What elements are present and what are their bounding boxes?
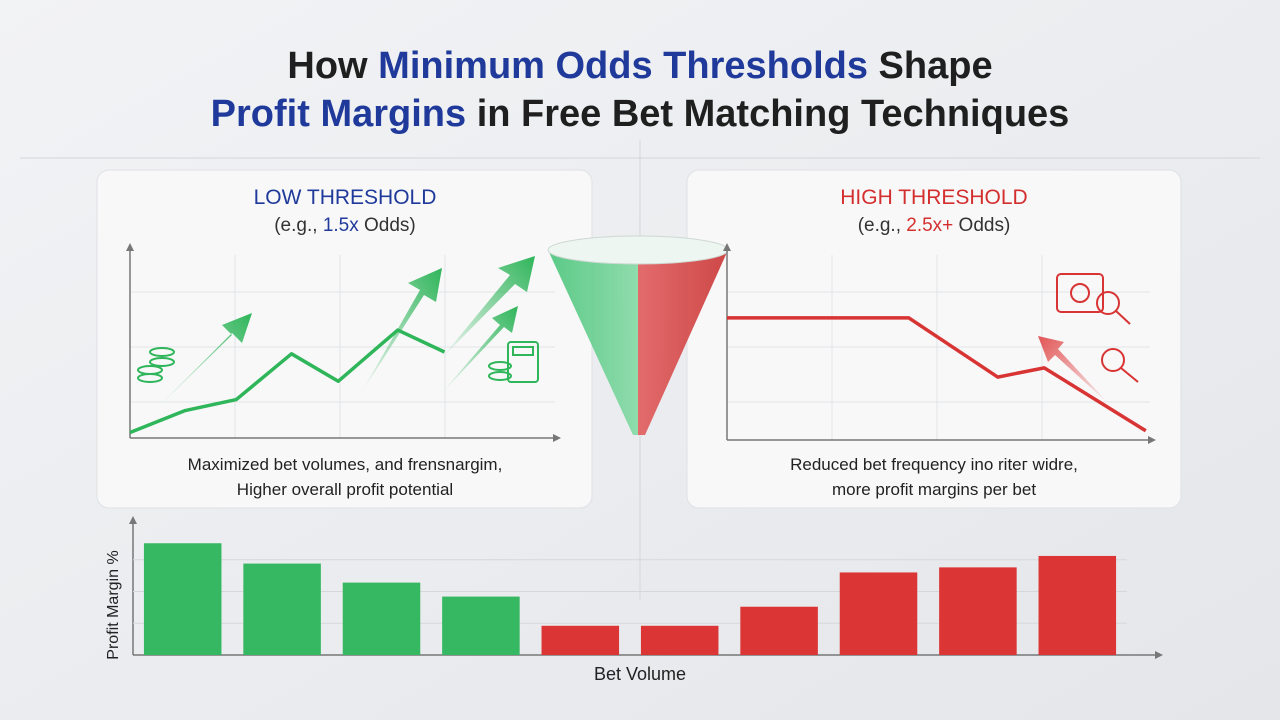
title-line-part: Minimum Odds Thresholds	[378, 45, 868, 87]
bar	[740, 606, 818, 655]
title-line-part: in Free Bet Matching Techniques	[466, 93, 1069, 135]
bar	[939, 567, 1017, 655]
icons	[137, 273, 1139, 383]
bar	[243, 563, 321, 655]
y-axis-label: Profit Margin %	[105, 550, 122, 659]
title-line: Profit Margins in Free Bet Matching Tech…	[211, 93, 1070, 135]
panel-subtitle-part: (e.g.,	[858, 215, 907, 236]
title-line-part: Shape	[868, 45, 993, 87]
bar	[442, 596, 520, 655]
bar	[342, 582, 421, 655]
line	[727, 316, 1147, 433]
bar	[143, 543, 222, 655]
panel-heading: HIGH THRESHOLD	[840, 186, 1027, 209]
title-line: How Minimum Odds Thresholds Shape	[287, 45, 992, 87]
title-line-part: Profit Margins	[211, 93, 466, 135]
panel-subtitle-part: Odds)	[359, 215, 416, 236]
panel-caption: more profit margins per bet	[832, 480, 1036, 499]
panel-subtitle-part: Odds)	[953, 215, 1010, 236]
panel-caption: Reduced bet frequency ino riteг widre,	[790, 455, 1078, 474]
bar	[541, 625, 620, 655]
line	[129, 328, 446, 435]
panel-caption: Higher overall profit potential	[237, 480, 453, 499]
panel-subtitle-part: 2.5x+	[906, 215, 953, 236]
panel-caption: Maximized bet volumes, and frensnargim,	[188, 455, 503, 474]
panel-heading: LOW THRESHOLD	[254, 186, 437, 209]
bar	[1038, 555, 1117, 655]
x-axis-label: Bet Volume	[594, 664, 686, 684]
panel-subtitle: (e.g., 1.5x Odds)	[274, 215, 416, 236]
bar	[839, 572, 918, 655]
bar	[640, 625, 719, 655]
panel-subtitle: (e.g., 2.5x+ Odds)	[858, 215, 1011, 236]
title-line-part: How	[287, 45, 378, 87]
panel-subtitle-part: 1.5x	[323, 215, 359, 236]
trend-arrows	[150, 256, 1110, 415]
panel-subtitle-part: (e.g.,	[274, 215, 323, 236]
